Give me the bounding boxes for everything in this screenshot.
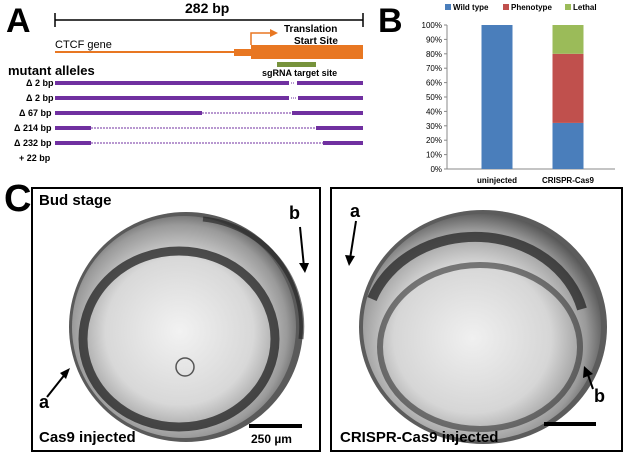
arrow-a [46, 372, 67, 398]
stacked-bar-chart: 0% 10% 20% 30% 40% 50% 60% 70% 80% 90% 100% uninjec… [422, 3, 615, 185]
panel-b-letter: B [378, 2, 403, 40]
embryo-panel-crispr: CRISPR-Cas9 injected a b [330, 187, 623, 452]
y-tick-label: 0% [430, 165, 442, 174]
panel-c-letter: C [4, 178, 32, 220]
embryo-image-crispr [345, 210, 607, 444]
panel-a-diagram [54, 13, 364, 145]
legend-swatch [445, 4, 451, 10]
caption-cas9: Cas9 injected [39, 429, 136, 446]
y-tick-label: 30% [426, 122, 442, 131]
scale-label: 250 µm [251, 432, 292, 446]
bar-segment [552, 53, 584, 123]
panel-a-letter: A [6, 2, 31, 40]
legend-swatch [565, 4, 571, 10]
bar-segment [481, 25, 513, 169]
allele-label: Δ 214 bp [14, 123, 52, 133]
bar-segment [552, 122, 584, 169]
alleles-title: mutant alleles [8, 63, 95, 78]
label-a: a [39, 392, 50, 412]
legend-label: Lethal [573, 3, 597, 12]
y-tick-label: 40% [426, 107, 442, 116]
stage-label: Bud stage [39, 192, 112, 209]
y-tick-label: 20% [426, 136, 442, 145]
embryo-image-cas9 [46, 212, 309, 442]
sgrna-bar [277, 62, 316, 67]
arrow-b [299, 226, 305, 268]
y-tick-label: 60% [426, 79, 442, 88]
gene-label: CTCF gene [55, 39, 112, 51]
y-tick-label: 90% [426, 35, 442, 44]
sgrna-label: sgRNA target site [262, 68, 338, 78]
y-tick-label: 80% [426, 50, 442, 59]
embryo-panel-cas9: Bud stage Cas9 injected a b 250 µm [31, 187, 321, 452]
start-site-label-1: Translation [284, 24, 338, 35]
label-a: a [350, 201, 361, 221]
legend-label: Phenotype [511, 3, 552, 12]
y-tick-label: 70% [426, 64, 442, 73]
gene-utr [234, 49, 252, 56]
y-tick-label: 100% [422, 21, 442, 30]
start-site-arrowhead [270, 29, 278, 37]
gene-coding [251, 45, 363, 59]
caption-crispr: CRISPR-Cas9 injected [340, 429, 499, 446]
start-site-label-2: Start Site [294, 36, 338, 47]
y-tick-label: 50% [426, 93, 442, 102]
y-tick-label: 10% [426, 151, 442, 160]
length-label: 282 bp [185, 0, 230, 16]
bar-segment [552, 25, 584, 54]
allele-label: Δ 2 bp [26, 93, 54, 103]
allele-label: + 22 bp [19, 153, 51, 163]
allele-label: Δ 2 bp [26, 78, 54, 88]
legend-label: Wild type [453, 3, 489, 12]
label-b: b [594, 386, 605, 406]
x-tick-label: CRISPR-Cas9 [542, 176, 595, 185]
allele-label: Δ 67 bp [19, 108, 52, 118]
label-b: b [289, 203, 300, 223]
arrow-a [349, 220, 357, 260]
x-tick-label: uninjected [477, 176, 517, 185]
start-site-arrow [250, 32, 272, 45]
allele-label: Δ 232 bp [14, 138, 52, 148]
legend-swatch [503, 4, 509, 10]
